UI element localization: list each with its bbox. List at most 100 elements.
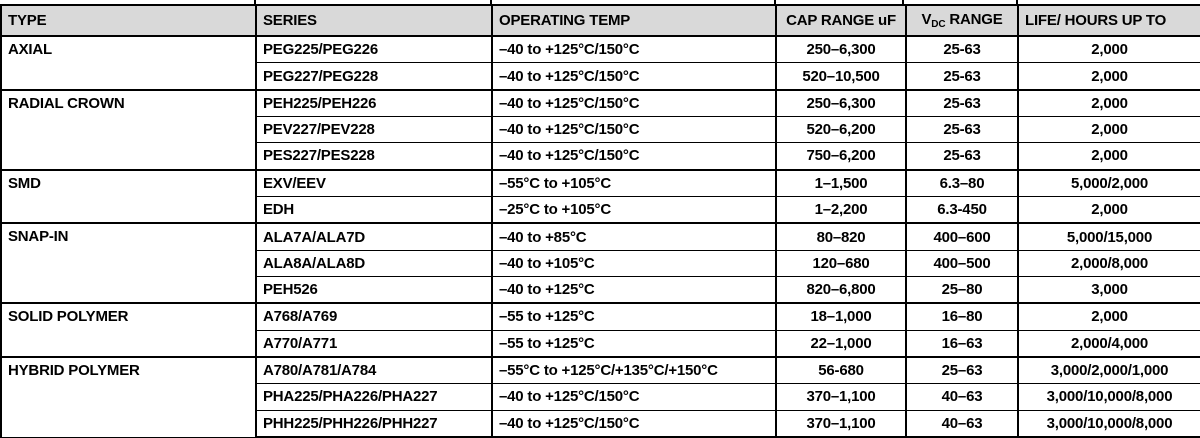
vdc-range-cell: 400–600: [905, 222, 1019, 251]
series-cell: PES227/PES228: [255, 142, 493, 171]
temp-cell: –55°C to +105°C: [491, 168, 777, 198]
series-cell: ALA8A/ALA8D: [255, 249, 493, 277]
vdc-range-cell: 25–63: [905, 356, 1019, 385]
cap-range-cell: 80–820: [775, 222, 907, 251]
vdc-range-word: RANGE: [949, 11, 1003, 28]
table-row: PES227/PES228 –40 to +125°C/150°C 750–6,…: [1, 142, 1200, 171]
temp-cell: –40 to +125°C/150°C: [491, 88, 777, 118]
temp-cell: –55 to +125°C: [491, 329, 777, 358]
vdc-range-cell: 6.3-450: [905, 196, 1019, 224]
cap-range-cell: 1–2,200: [775, 196, 907, 224]
col-header-type: TYPE: [0, 4, 257, 37]
series-cell: A768/A769: [255, 302, 493, 331]
cropped-row-above-strip: [0, 0, 1200, 4]
series-cell: PEH526: [255, 275, 493, 304]
table-row: PEH526 –40 to +125°C 820–6,800 25–80 3,0…: [1, 275, 1200, 304]
column-border-tick: [490, 0, 492, 4]
series-cell: PHA225/PHA226/PHA227: [255, 383, 493, 411]
column-border-tick: [1016, 0, 1018, 4]
vdc-range-cell: 25-63: [905, 142, 1019, 171]
series-cell: A770/A771: [255, 329, 493, 358]
table-row: ALA8A/ALA8D –40 to +105°C 120–680 400–50…: [1, 249, 1200, 277]
cap-range-cell: 250–6,300: [775, 35, 907, 64]
temp-cell: –40 to +125°C/150°C: [491, 409, 777, 438]
cap-range-cell: 820–6,800: [775, 275, 907, 304]
col-header-vdc-range: VDC RANGE: [905, 4, 1019, 37]
column-border-tick: [902, 0, 904, 4]
temp-cell: –40 to +125°C/150°C: [491, 62, 777, 91]
type-cell: SMD: [0, 168, 257, 224]
type-cell: AXIAL: [0, 35, 257, 91]
life-cell: 2,000: [1017, 62, 1200, 91]
table-row: SNAP-IN ALA7A/ALA7D –40 to +85°C 80–820 …: [0, 222, 1200, 304]
vdc-range-cell: 25-63: [905, 116, 1019, 144]
life-cell: 5,000/2,000: [1017, 168, 1200, 198]
life-cell: 3,000: [1017, 275, 1200, 304]
life-cell: 3,000/10,000/8,000: [1017, 409, 1200, 438]
life-cell: 2,000/8,000: [1017, 249, 1200, 277]
cap-range-cell: 22–1,000: [775, 329, 907, 358]
table-row: HYBRID POLYMER A780/A781/A784 –55°C to +…: [0, 356, 1200, 438]
temp-cell: –55 to +125°C: [491, 302, 777, 331]
table-row: RADIAL CROWN PEH225/PEH226 –40 to +125°C…: [0, 88, 1200, 171]
cap-range-cell: 370–1,100: [775, 409, 907, 438]
life-cell: 2,000: [1017, 116, 1200, 144]
column-border-tick: [774, 0, 776, 4]
temp-cell: –55°C to +125°C/+135°C/+150°C: [491, 356, 777, 385]
table-row: EDH –25°C to +105°C 1–2,200 6.3-450 2,00…: [1, 196, 1200, 224]
type-cell: SNAP-IN: [0, 222, 257, 304]
cap-range-cell: 1–1,500: [775, 168, 907, 198]
series-cell: A780/A781/A784: [255, 356, 493, 385]
table-row: PHH225/PHH226/PHH227 –40 to +125°C/150°C…: [1, 409, 1200, 438]
temp-cell: –40 to +85°C: [491, 222, 777, 251]
life-cell: 3,000/2,000/1,000: [1017, 356, 1200, 385]
table-row: SOLID POLYMER A768/A769 –55 to +125°C 18…: [0, 302, 1200, 358]
type-cell: RADIAL CROWN: [0, 88, 257, 171]
series-cell: EDH: [255, 196, 493, 224]
type-cell: SOLID POLYMER: [0, 302, 257, 358]
series-cell: PEV227/PEV228: [255, 116, 493, 144]
series-cell: PEG225/PEG226: [255, 35, 493, 64]
temp-cell: –40 to +125°C/150°C: [491, 116, 777, 144]
life-cell: 2,000: [1017, 35, 1200, 64]
col-header-operating-temp: OPERATING TEMP: [491, 4, 777, 37]
vdc-range-cell: 6.3–80: [905, 168, 1019, 198]
temp-cell: –40 to +125°C/150°C: [491, 142, 777, 171]
vdc-range-cell: 25-63: [905, 35, 1019, 64]
col-header-series: SERIES: [255, 4, 493, 37]
vdc-range-cell: 40–63: [905, 383, 1019, 411]
life-cell: 3,000/10,000/8,000: [1017, 383, 1200, 411]
temp-cell: –40 to +105°C: [491, 249, 777, 277]
vdc-range-cell: 400–500: [905, 249, 1019, 277]
capacitor-spec-table: TYPE SERIES OPERATING TEMP CAP RANGE uF …: [0, 4, 1200, 438]
life-cell: 2,000: [1017, 302, 1200, 331]
cap-range-cell: 18–1,000: [775, 302, 907, 331]
vdc-symbol: V: [921, 11, 932, 28]
cap-range-cell: 750–6,200: [775, 142, 907, 171]
life-cell: 2,000: [1017, 142, 1200, 171]
table-row: PHA225/PHA226/PHA227 –40 to +125°C/150°C…: [1, 383, 1200, 411]
table-row: SMD EXV/EEV –55°C to +105°C 1–1,500 6.3–…: [0, 168, 1200, 224]
life-cell: 2,000: [1017, 196, 1200, 224]
column-border-tick: [254, 0, 256, 4]
table-row: PEG227/PEG228 –40 to +125°C/150°C 520–10…: [1, 62, 1200, 91]
temp-cell: –40 to +125°C: [491, 275, 777, 304]
temp-cell: –25°C to +105°C: [491, 196, 777, 224]
col-header-life: LIFE/ HOURS UP TO: [1017, 4, 1200, 37]
life-cell: 2,000/4,000: [1017, 329, 1200, 358]
temp-cell: –40 to +125°C/150°C: [491, 383, 777, 411]
series-cell: PHH225/PHH226/PHH227: [255, 409, 493, 438]
series-cell: ALA7A/ALA7D: [255, 222, 493, 251]
series-cell: EXV/EEV: [255, 168, 493, 198]
vdc-range-cell: 25-63: [905, 88, 1019, 118]
temp-cell: –40 to +125°C/150°C: [491, 35, 777, 64]
vdc-range-cell: 16–63: [905, 329, 1019, 358]
vdc-range-cell: 25-63: [905, 62, 1019, 91]
cap-range-cell: 250–6,300: [775, 88, 907, 118]
series-cell: PEG227/PEG228: [255, 62, 493, 91]
header-row: TYPE SERIES OPERATING TEMP CAP RANGE uF …: [0, 4, 1200, 37]
series-cell: PEH225/PEH226: [255, 88, 493, 118]
life-cell: 2,000: [1017, 88, 1200, 118]
vdc-range-cell: 16–80: [905, 302, 1019, 331]
